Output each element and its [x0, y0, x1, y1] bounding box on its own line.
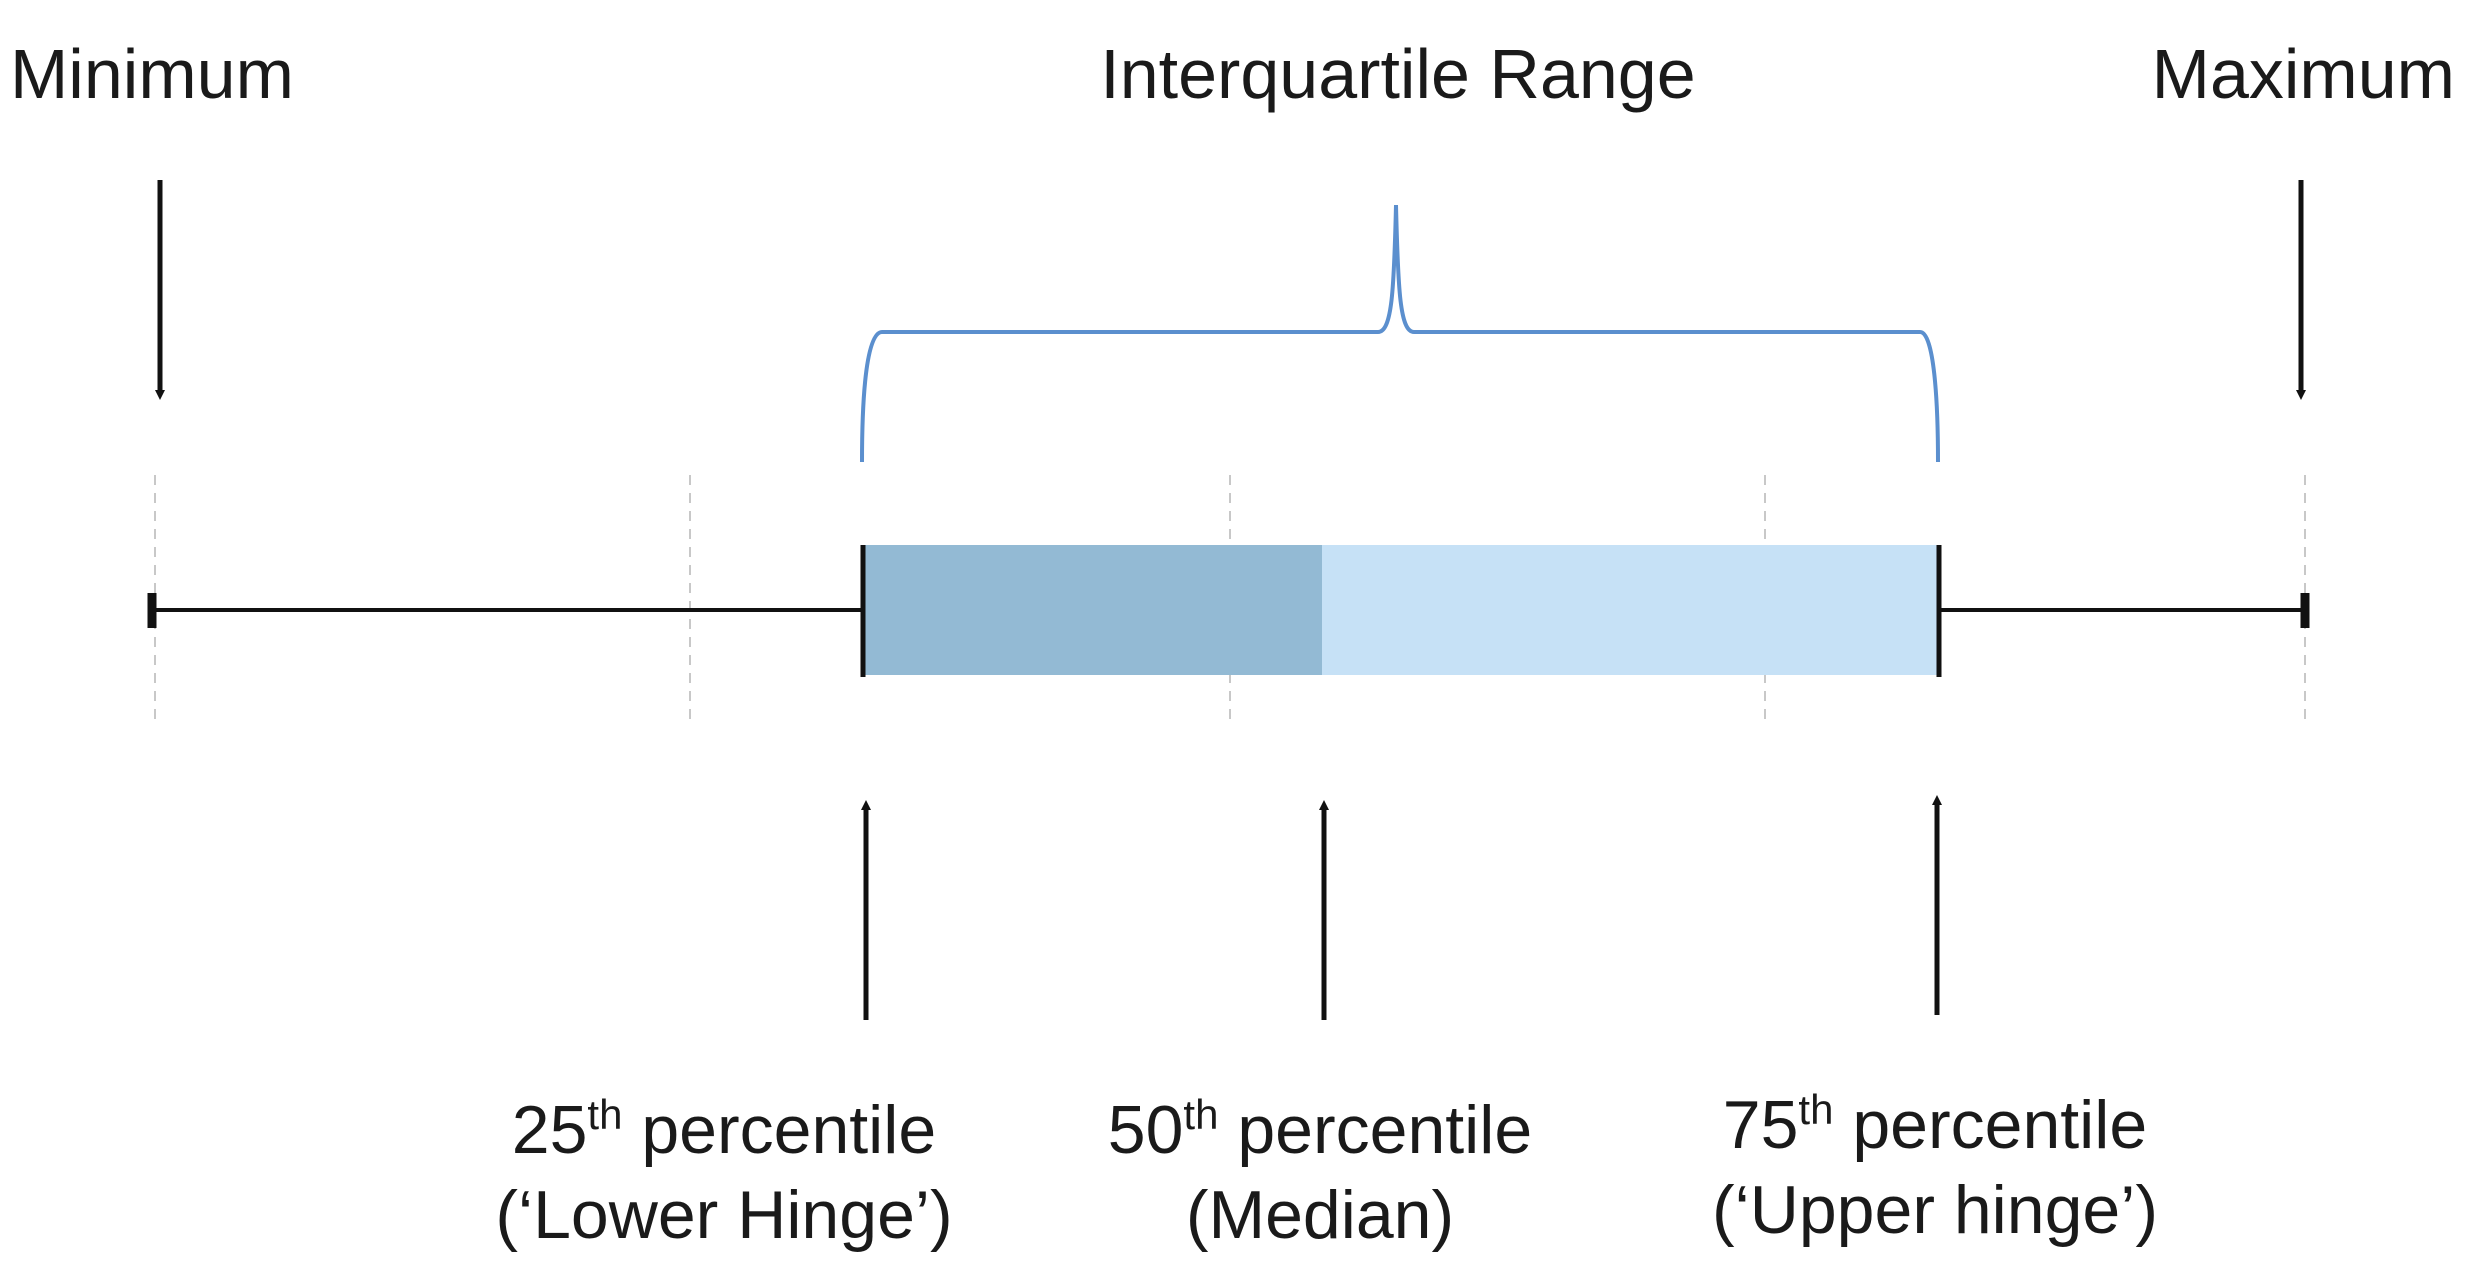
grid-lines [154, 475, 2306, 725]
p25-superscript: th [587, 1091, 622, 1138]
p50-text: percentile [1218, 1092, 1532, 1168]
p25-sublabel: (‘Lower Hinge’) [495, 1177, 952, 1253]
minimum-label: Minimum [10, 35, 294, 113]
p25-text: percentile [622, 1092, 936, 1168]
iqr-label: Interquartile Range [1100, 35, 1695, 113]
p50-label: 50th percentile [1108, 1091, 1532, 1168]
p25-number: 25 [512, 1092, 588, 1168]
lower-box [862, 545, 1322, 675]
p50-number: 50 [1108, 1092, 1184, 1168]
p75-text: percentile [1833, 1087, 2147, 1163]
iqr-brace [860, 204, 1940, 463]
p75-superscript: th [1798, 1086, 1833, 1133]
p75-label: 75th percentile [1723, 1086, 2147, 1163]
upper-box [1322, 545, 1938, 675]
p50-sublabel: (Median) [1186, 1177, 1454, 1253]
p75-sublabel: (‘Upper hinge’) [1712, 1172, 2158, 1248]
maximum-label: Maximum [2152, 35, 2455, 113]
p75-number: 75 [1723, 1087, 1799, 1163]
arrows [155, 180, 2306, 1020]
p25-label: 25th percentile [512, 1091, 936, 1168]
whiskers [147, 545, 2310, 677]
p50-superscript: th [1183, 1091, 1218, 1138]
